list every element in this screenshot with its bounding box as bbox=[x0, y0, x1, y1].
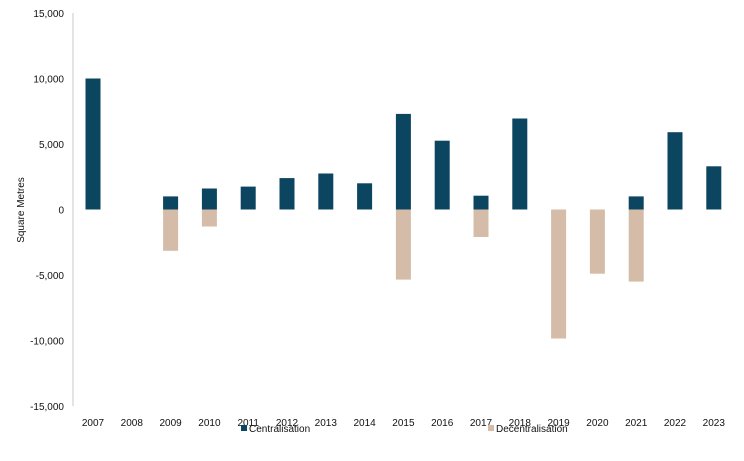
bar-decentralisation-2017 bbox=[473, 209, 489, 237]
bar-decentralisation-2021 bbox=[628, 209, 644, 282]
bar-centralisation-2014 bbox=[357, 183, 373, 210]
x-tick-label: 2022 bbox=[664, 418, 687, 429]
x-tick-label: 2018 bbox=[509, 418, 532, 429]
bar-centralisation-2016 bbox=[434, 140, 450, 210]
bar-decentralisation-2009 bbox=[163, 209, 179, 251]
x-tick-label: 2016 bbox=[431, 418, 454, 429]
bar-centralisation-2021 bbox=[628, 196, 644, 210]
y-tick-label: 5,000 bbox=[39, 140, 64, 151]
legend-label-decentralisation: Decentralisation bbox=[496, 424, 568, 435]
x-tick-label: 2010 bbox=[198, 418, 221, 429]
y-tick-label: 10,000 bbox=[33, 75, 64, 86]
x-tick-label: 2014 bbox=[353, 418, 376, 429]
bar-centralisation-2022 bbox=[667, 132, 683, 210]
x-tick-label: 2012 bbox=[276, 418, 299, 429]
x-tick-label: 2013 bbox=[315, 418, 338, 429]
bar-decentralisation-2010 bbox=[201, 209, 217, 227]
x-tick-label: 2023 bbox=[703, 418, 726, 429]
legend-label-centralisation: Centralisation bbox=[249, 424, 310, 435]
x-tick-label: 2007 bbox=[82, 418, 105, 429]
bar-centralisation-2009 bbox=[163, 196, 179, 210]
bar-centralisation-2018 bbox=[512, 118, 528, 210]
bar-centralisation-2017 bbox=[473, 195, 489, 210]
y-tick-label: -5,000 bbox=[36, 271, 65, 282]
bar-centralisation-2013 bbox=[318, 173, 334, 210]
y-tick-labels: 15,000 10,000 5,000 0 -5,000 -10,000 -15,000 bbox=[30, 9, 64, 413]
bar-centralisation-2011 bbox=[240, 186, 256, 210]
bar-centralisation-2023 bbox=[706, 166, 722, 210]
x-tick-label: 2008 bbox=[121, 418, 144, 429]
bar-centralisation-2015 bbox=[395, 113, 411, 210]
y-tick-label: 15,000 bbox=[33, 9, 64, 20]
y-tick-label: -15,000 bbox=[30, 402, 64, 413]
bar-centralisation-2012 bbox=[279, 178, 295, 210]
y-tick-label: -10,000 bbox=[30, 337, 64, 348]
x-tick-label: 2015 bbox=[392, 418, 415, 429]
legend: Centralisation Decentralisation bbox=[241, 424, 568, 435]
bar-centralisation-2010 bbox=[201, 188, 217, 210]
legend-swatch-centralisation bbox=[241, 425, 247, 431]
y-tick-label: 0 bbox=[58, 206, 64, 217]
x-tick-label: 2009 bbox=[159, 418, 182, 429]
bars-group bbox=[85, 78, 722, 339]
x-tick-labels: 2007 2008 2009 2010 2011 2012 2013 2014 2015 2016… bbox=[82, 418, 725, 429]
y-axis-label: Square Metres bbox=[16, 177, 27, 243]
x-tick-label: 2020 bbox=[586, 418, 609, 429]
bar-decentralisation-2015 bbox=[395, 209, 411, 280]
x-tick-label: 2021 bbox=[625, 418, 648, 429]
bar-decentralisation-2020 bbox=[589, 209, 605, 274]
bar-centralisation-2007 bbox=[85, 78, 101, 210]
bar-decentralisation-2019 bbox=[551, 209, 567, 339]
x-tick-label: 2011 bbox=[237, 418, 259, 429]
x-tick-label: 2017 bbox=[470, 418, 493, 429]
legend-swatch-decentralisation bbox=[488, 425, 494, 431]
x-tick-label: 2019 bbox=[547, 418, 570, 429]
